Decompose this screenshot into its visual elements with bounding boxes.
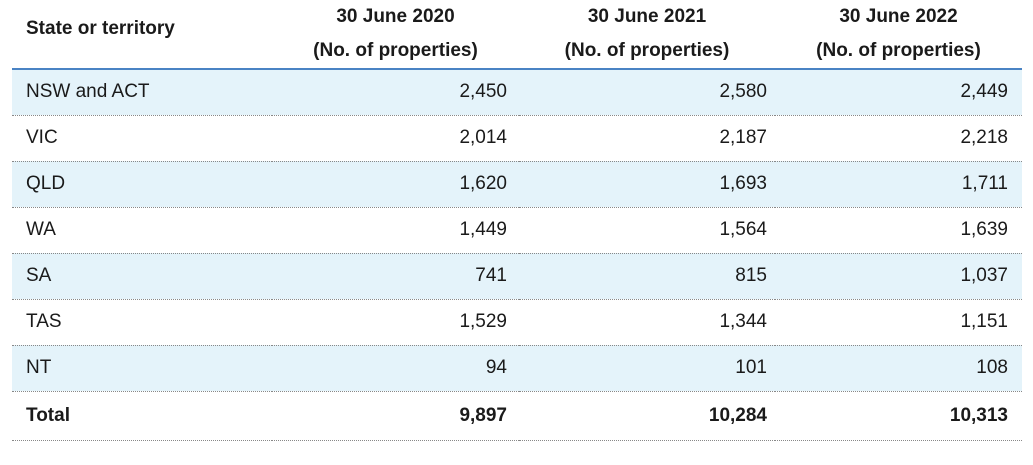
row-state: SA: [12, 253, 272, 300]
total-label: Total: [12, 391, 272, 441]
cell-2021: 1,564: [519, 207, 775, 254]
header-2021-unit: (No. of properties): [564, 40, 730, 61]
header-2020-unit: (No. of properties): [313, 40, 478, 61]
cell-2021: 1,693: [519, 161, 775, 208]
header-2021-date: 30 June 2021: [587, 6, 707, 27]
table-row: WA 1,449 1,564 1,639: [12, 207, 1022, 254]
cell-2021: 815: [519, 253, 775, 300]
row-state: NSW and ACT: [12, 69, 272, 116]
header-2022: 30 June 2022 (No. of properties): [775, 0, 1022, 70]
header-row: State or territory 30 June 2020 (No. of …: [12, 0, 1022, 70]
cell-2021: 2,580: [519, 69, 775, 116]
table-row: QLD 1,620 1,693 1,711: [12, 161, 1022, 208]
cell-2020: 2,014: [272, 115, 519, 162]
total-2021: 10,284: [519, 391, 775, 441]
row-state: TAS: [12, 299, 272, 346]
cell-2020: 2,450: [272, 69, 519, 116]
table-row: SA 741 815 1,037: [12, 253, 1022, 300]
cell-2022: 2,449: [775, 69, 1022, 116]
table-row: TAS 1,529 1,344 1,151: [12, 299, 1022, 346]
cell-2020: 1,529: [272, 299, 519, 346]
cell-2022: 108: [775, 345, 1022, 392]
properties-by-state-table: State or territory 30 June 2020 (No. of …: [12, 0, 1022, 441]
header-2022-unit: (No. of properties): [816, 40, 981, 61]
total-2022: 10,313: [775, 391, 1022, 441]
row-state: NT: [12, 345, 272, 392]
header-2022-date: 30 June 2022: [839, 6, 958, 27]
cell-2020: 94: [272, 345, 519, 392]
row-state: WA: [12, 207, 272, 254]
cell-2022: 1,639: [775, 207, 1022, 254]
cell-2020: 1,449: [272, 207, 519, 254]
row-state: QLD: [12, 161, 272, 208]
table-row: NSW and ACT 2,450 2,580 2,449: [12, 69, 1022, 116]
cell-2022: 2,218: [775, 115, 1022, 162]
cell-2021: 2,187: [519, 115, 775, 162]
header-2020: 30 June 2020 (No. of properties): [272, 0, 519, 70]
header-state: State or territory: [12, 0, 272, 70]
table-row: VIC 2,014 2,187 2,218: [12, 115, 1022, 162]
cell-2020: 1,620: [272, 161, 519, 208]
row-state: VIC: [12, 115, 272, 162]
header-2020-date: 30 June 2020: [336, 6, 455, 27]
cell-2021: 1,344: [519, 299, 775, 346]
total-2020: 9,897: [272, 391, 519, 441]
cell-2022: 1,037: [775, 253, 1022, 300]
table-body: NSW and ACT 2,450 2,580 2,449 VIC 2,014 …: [12, 69, 1022, 441]
cell-2022: 1,151: [775, 299, 1022, 346]
total-row: Total 9,897 10,284 10,313: [12, 391, 1022, 441]
cell-2021: 101: [519, 345, 775, 392]
table-row: NT 94 101 108: [12, 345, 1022, 392]
header-2021: 30 June 2021 (No. of properties): [519, 0, 775, 70]
cell-2022: 1,711: [775, 161, 1022, 208]
table-header: State or territory 30 June 2020 (No. of …: [12, 0, 1022, 70]
cell-2020: 741: [272, 253, 519, 300]
